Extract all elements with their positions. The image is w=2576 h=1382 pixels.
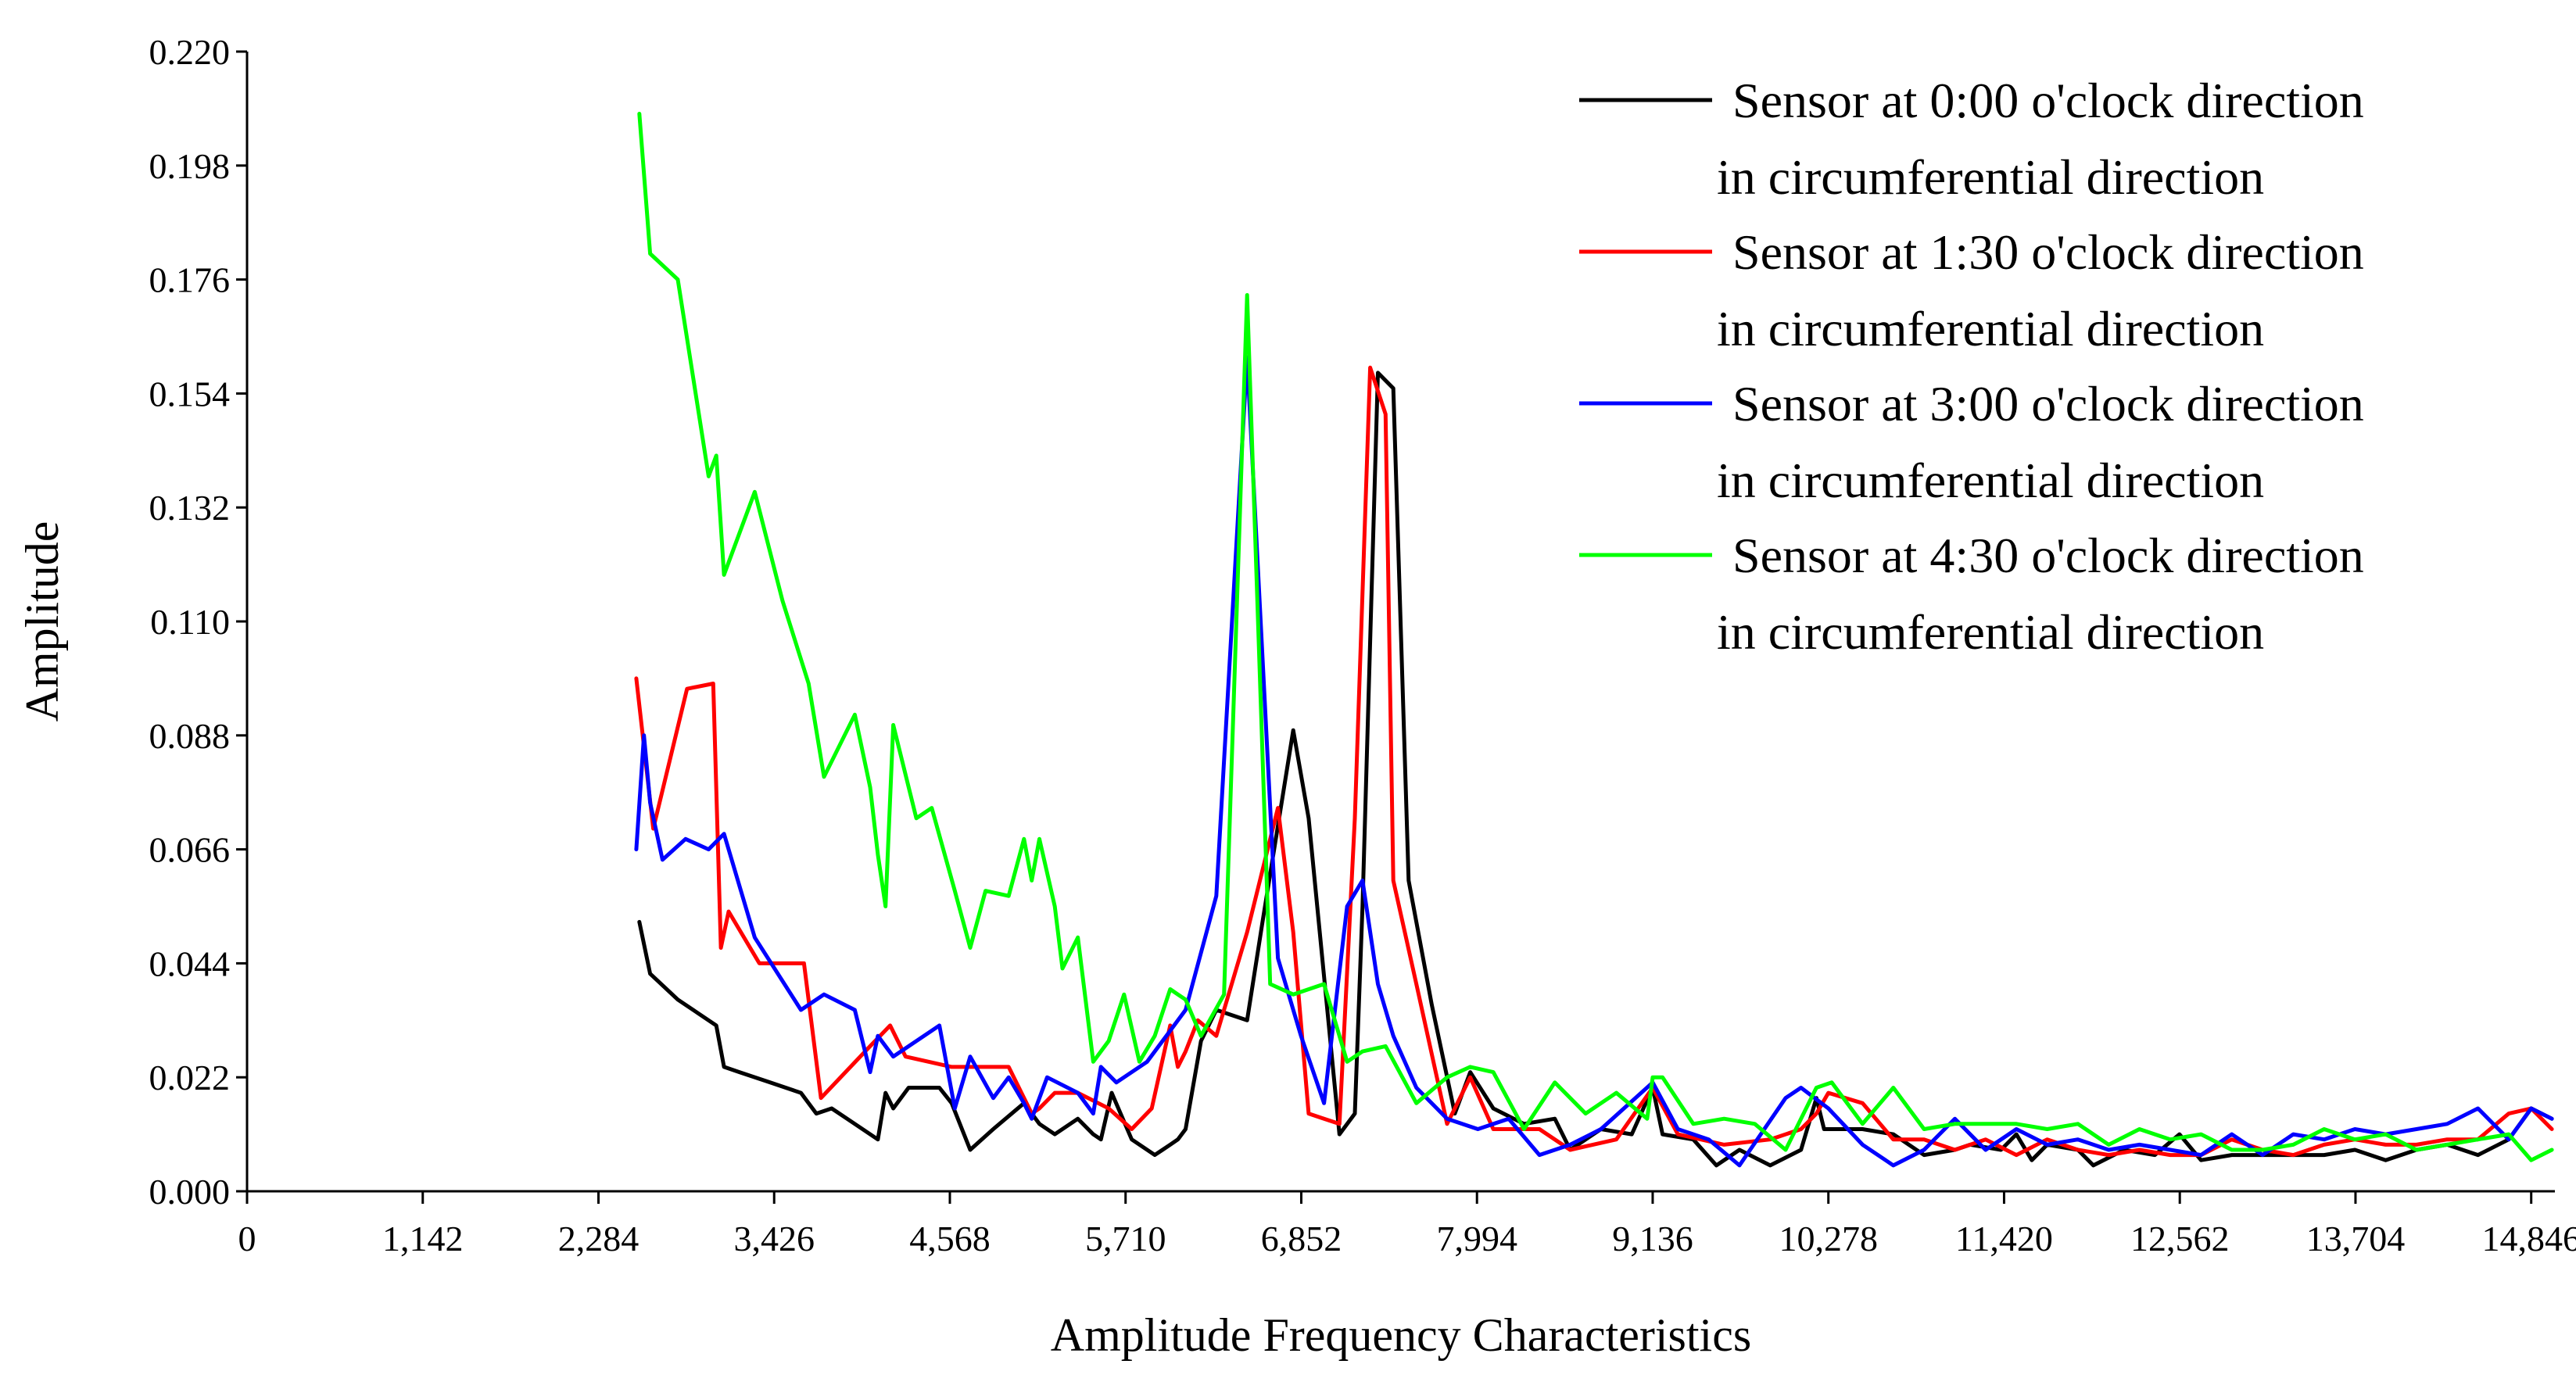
legend-label-4: Sensor at 4:30 o'clock direction: [1732, 528, 2364, 583]
ticks-layer: 0.000 0.022 0.044 0.066 0.088 0.110 0.132 0.154…: [149, 32, 2576, 1258]
y-tick-label: 0.132: [149, 488, 231, 528]
y-tick-label: 0.022: [149, 1058, 231, 1097]
x-tick-label: 0: [238, 1219, 256, 1258]
series-line-1: [637, 371, 2554, 1168]
y-tick-label: 0.220: [149, 32, 231, 72]
y-tick-label: 0.000: [149, 1172, 231, 1212]
y-tick-label: 0.066: [149, 830, 231, 870]
x-tick-label: 4,568: [909, 1219, 991, 1258]
series-line-4: [637, 112, 2554, 1162]
x-tick-label: 7,994: [1436, 1219, 1517, 1258]
legend-label-1: Sensor at 0:00 o'clock direction: [1732, 73, 2364, 128]
legend-label-4-line2: in circumferential direction: [1717, 604, 2264, 660]
x-tick-label: 1,142: [382, 1219, 464, 1258]
series-line-3: [634, 355, 2554, 1168]
legend: Sensor at 0:00 o'clock direction in circu…: [1579, 73, 2364, 660]
x-tick-label: 9,136: [1612, 1219, 1693, 1258]
x-tick-label: 10,278: [1779, 1219, 1878, 1258]
y-tick-label: 0.088: [149, 716, 231, 756]
x-axis-title: Amplitude Frequency Characteristics: [1051, 1309, 1751, 1361]
x-tick-label: 13,704: [2306, 1219, 2406, 1258]
y-tick-label: 0.198: [149, 146, 231, 186]
series-layer: [634, 112, 2554, 1168]
y-axis-title: Amplitude: [16, 521, 68, 722]
y-tick-label: 0.176: [149, 260, 231, 300]
x-tick-label: 11,420: [1955, 1219, 2053, 1258]
y-tick-label: 0.044: [149, 943, 231, 983]
legend-label-2-line2: in circumferential direction: [1717, 301, 2264, 356]
y-tick-label: 0.110: [150, 602, 230, 642]
legend-label-3: Sensor at 3:00 o'clock direction: [1732, 376, 2364, 431]
legend-label-1-line2: in circumferential direction: [1717, 149, 2264, 205]
x-tick-label: 5,710: [1085, 1219, 1166, 1258]
y-tick-label: 0.154: [149, 374, 231, 414]
x-tick-label: 3,426: [733, 1219, 815, 1258]
x-tick-label: 12,562: [2130, 1219, 2230, 1258]
x-tick-label: 14,846: [2481, 1219, 2576, 1258]
legend-label-2: Sensor at 1:30 o'clock direction: [1732, 224, 2364, 280]
x-tick-label: 2,284: [558, 1219, 640, 1258]
legend-label-3-line2: in circumferential direction: [1717, 453, 2264, 508]
x-tick-label: 6,852: [1261, 1219, 1342, 1258]
